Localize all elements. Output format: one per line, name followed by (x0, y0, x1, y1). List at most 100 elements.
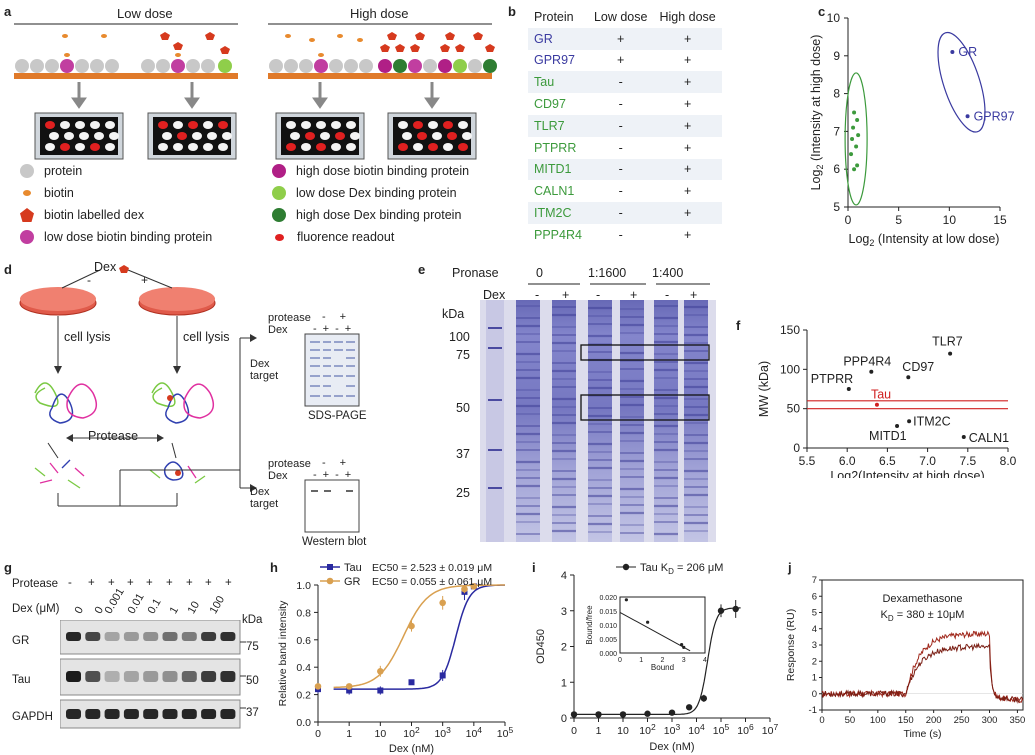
g-row-gapdh: GAPDH (12, 711, 53, 723)
g-band-gr (85, 632, 101, 641)
i-inset-xlabel: Bound (651, 663, 674, 672)
e-m75: 75 (456, 348, 470, 362)
j-kd: KD = 380 ± 10μM (881, 609, 965, 623)
g-row-tau: Tau (12, 674, 31, 686)
well (109, 132, 119, 140)
i-point (595, 711, 602, 718)
d-plus: + (141, 273, 149, 287)
g-band-gapdh (123, 709, 139, 719)
i-point (619, 711, 627, 718)
membrane-high (268, 73, 492, 79)
e-pron-0: 0 (536, 266, 543, 280)
g-band-gr (181, 632, 197, 641)
well (90, 143, 100, 151)
cell-low: - (587, 71, 654, 94)
i-inset-xtick: 2 (661, 657, 665, 664)
cell-high: + (653, 49, 722, 72)
h-legend-mark-tau (327, 564, 333, 570)
g-protease-sign: + (127, 577, 134, 589)
f-point (907, 419, 912, 424)
cell-protein: MITD1 (528, 158, 588, 181)
chart-f: 0 50 100 150 5.5 6.0 6.5 7.0 7.5 8.0 TLR7 PPP4R4 CD9… (757, 323, 1017, 478)
cell-protein: GR (528, 27, 588, 50)
f-ylabel: MW (kDa) (757, 361, 771, 417)
cell-high: + (653, 223, 722, 246)
f-label: Tau (871, 388, 891, 402)
h-ytick-label: 0.4 (296, 662, 311, 674)
g-dex-value: 0 (72, 604, 87, 616)
j-xtick-label: 200 (926, 715, 942, 726)
f-xtick-label: 5.5 (799, 454, 816, 468)
well (290, 132, 300, 140)
cell-low: - (587, 158, 654, 181)
i-inset-ytick: 0.010 (599, 623, 617, 630)
g-band-tau (123, 671, 139, 682)
e-dex-sign: - (535, 288, 540, 302)
d-protease-wb: protease (268, 458, 311, 470)
panel-label-j: j (788, 560, 792, 575)
cell-high: + (653, 136, 722, 159)
i-inset-point (680, 643, 684, 647)
h-ytick-label: 1.0 (296, 580, 311, 592)
i-xtick-label: 0 (571, 725, 577, 737)
d-sds-signs2: -+-+ (313, 323, 358, 335)
c-blue-ellipse (937, 31, 986, 133)
panel-d-diagram (19, 265, 360, 533)
d-lysis-left: cell lysis (64, 330, 111, 344)
legend-biotin: biotin (44, 186, 74, 200)
high-dose-title: High dose (350, 6, 409, 21)
well (346, 121, 356, 129)
g-band-tau (220, 671, 236, 682)
i-xlabel: Dex (nM) (649, 741, 694, 753)
f-point (874, 402, 879, 407)
e-pronase: Pronase (452, 266, 499, 280)
gel-lane (552, 300, 576, 542)
g-protease-sign: + (205, 577, 212, 589)
d-wb-signs2: -+-+ (313, 469, 358, 481)
well (49, 132, 59, 140)
h-point-gr (408, 622, 415, 630)
f-xtick-label: 7.0 (919, 454, 936, 468)
h-legend-gr-ec50: EC50 = 0.055 ± 0.061 μM (372, 576, 492, 588)
well (398, 121, 408, 129)
e-dex-sign: - (665, 288, 670, 302)
well (331, 121, 341, 129)
h-point-tau (408, 679, 415, 686)
g-protease-sign: + (225, 577, 232, 589)
cell-high: + (653, 202, 722, 224)
i-xtick-label: 104 (688, 722, 705, 737)
well (105, 121, 115, 129)
c-label-gr: GR (958, 45, 977, 59)
c-ytick-label: 7 (833, 124, 840, 138)
i-inset-ytick: 0.015 (599, 609, 617, 616)
g-band-gapdh (220, 709, 236, 719)
cell-protein: TLR7 (528, 114, 588, 137)
cell-low: - (587, 93, 654, 115)
e-dex-sign: + (562, 288, 570, 302)
cell-high: + (653, 93, 722, 115)
legend-readout: fluorence readout (297, 230, 395, 244)
readout-icon (275, 233, 284, 241)
g-band-tau (162, 671, 178, 682)
table-row: PTPRR - + (528, 136, 722, 159)
f-label: PTPRR (811, 372, 853, 386)
i-point (700, 695, 708, 702)
gel-lane (620, 300, 644, 542)
panel-label-i: i (532, 560, 536, 575)
table-row: CALN1- + (528, 180, 722, 203)
f-xtick-label: 8.0 (1000, 454, 1017, 468)
well (75, 143, 85, 151)
cell-high: + (653, 158, 722, 181)
g-m37: 37 (246, 707, 259, 719)
j-title: Dexamethasone (882, 593, 962, 605)
g-blots (60, 620, 246, 729)
d-western: Western blot (302, 536, 367, 548)
well (286, 121, 296, 129)
c-label-gpr97: GPR97 (974, 109, 1015, 123)
well (60, 121, 70, 129)
f-label: TLR7 (932, 335, 963, 349)
g-protease-sign: - (68, 577, 72, 589)
e-gel (480, 300, 716, 542)
